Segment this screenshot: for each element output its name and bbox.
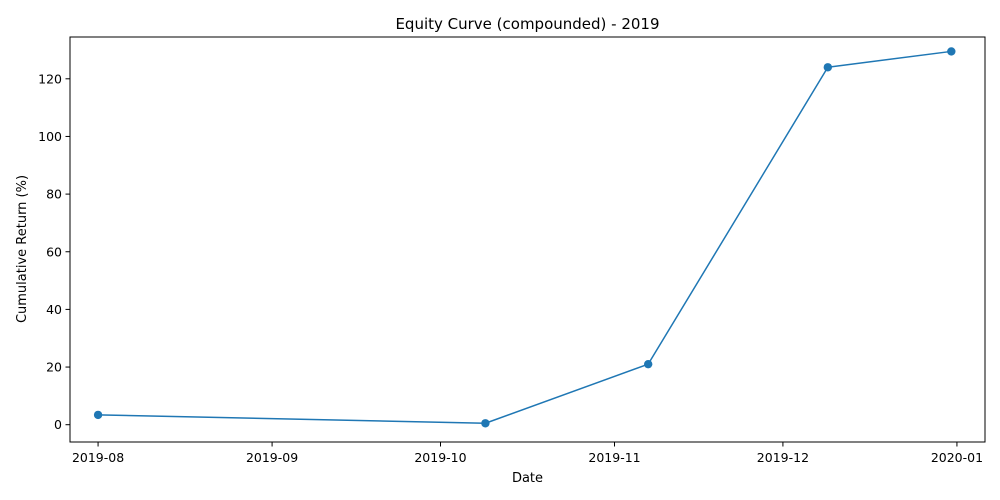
y-tick-label-6: 120 xyxy=(38,71,62,86)
series-line-0 xyxy=(97,50,953,425)
x-tick-label-3: 2019-11 xyxy=(588,450,640,465)
data-point-0-4 xyxy=(947,47,956,56)
x-tick-label-0: 2019-08 xyxy=(72,450,124,465)
plot-area xyxy=(93,47,956,428)
data-point-0-1 xyxy=(481,419,490,428)
x-tick-label-2: 2019-10 xyxy=(414,450,466,465)
data-point-0-2 xyxy=(643,359,653,369)
y-tick-label-3: 60 xyxy=(46,244,62,259)
x-tick-label-1: 2019-09 xyxy=(246,450,298,465)
y-axis-label: Cumulative Return (%) xyxy=(15,175,30,323)
chart-title: Equity Curve (compounded) - 2019 xyxy=(395,15,659,33)
y-tick-label-2: 40 xyxy=(46,302,62,317)
x-axis-label: Date xyxy=(512,471,543,486)
y-tick-label-1: 20 xyxy=(46,360,62,375)
data-point-0-3 xyxy=(823,63,833,72)
axes: 2019-08 2019-09 2019-10 2019-11 2019-12 2020-… xyxy=(38,36,986,465)
axes-frame xyxy=(69,36,986,443)
data-point-0-0 xyxy=(93,410,103,420)
x-tick-label-5: 2020-01 xyxy=(931,450,983,465)
y-tick-label-0: 0 xyxy=(54,417,62,432)
y-tick-label-5: 100 xyxy=(38,129,62,144)
x-tick-label-4: 2019-12 xyxy=(757,450,809,465)
y-tick-label-4: 80 xyxy=(46,187,62,202)
